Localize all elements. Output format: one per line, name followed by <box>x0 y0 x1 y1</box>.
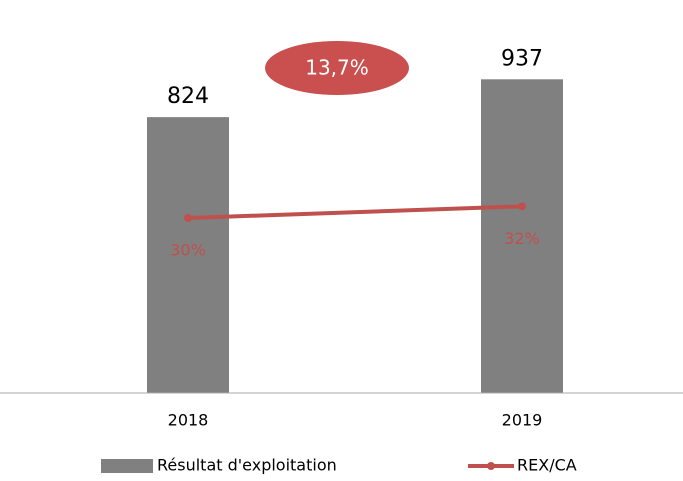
line-value-label: 32% <box>504 229 540 248</box>
bar-value-label: 824 <box>167 84 209 109</box>
annotation: 13,7% <box>305 56 369 80</box>
bar <box>147 117 229 393</box>
x-tick-label: 2019 <box>502 411 543 430</box>
legend-swatch-point <box>487 462 495 470</box>
line-value-label: 30% <box>170 241 206 260</box>
bar <box>481 79 563 394</box>
line-point <box>184 214 192 222</box>
legend-label: Résultat d'exploitation <box>157 456 337 475</box>
legend-label: REX/CA <box>517 456 577 475</box>
x-tick-label: 2018 <box>168 411 209 430</box>
annotation-bubble <box>265 41 409 95</box>
bar-value-label: 937 <box>501 46 543 71</box>
line-point <box>518 202 526 211</box>
line <box>187 204 523 220</box>
legend-swatch <box>101 459 153 473</box>
